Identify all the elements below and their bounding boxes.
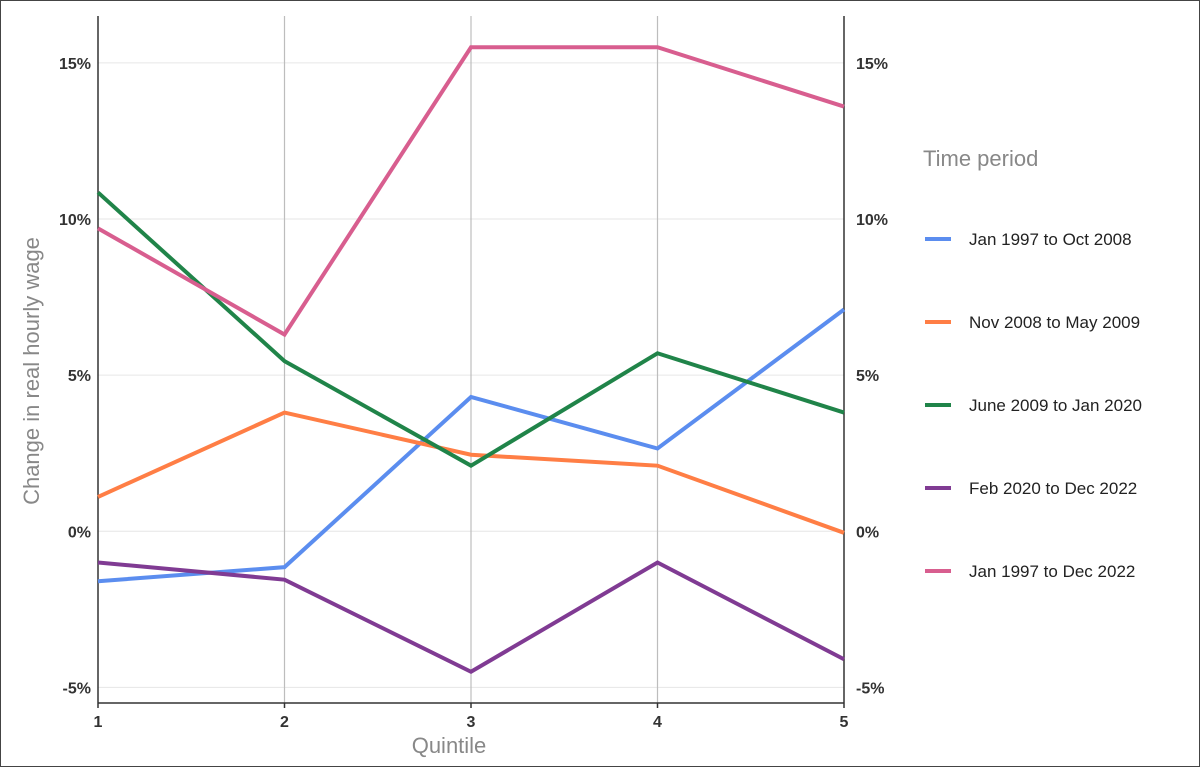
y-tick-label-left: 5% [68, 368, 91, 385]
legend-title: Time period [923, 146, 1038, 171]
y-axis-left-ticks: -5% 0% 5% 10% 15% [59, 56, 91, 698]
x-tick-label: 5 [840, 714, 849, 731]
x-tick-label: 2 [280, 714, 289, 731]
series-line-1 [97, 307, 846, 584]
y-tick-label-right: -5% [856, 680, 884, 697]
x-tick-label: 4 [653, 714, 662, 731]
y-tick-label-right: 0% [856, 524, 879, 541]
x-axis-title: Quintile [412, 733, 487, 758]
series-line-2 [97, 410, 845, 535]
legend-item-label: Jan 1997 to Oct 2008 [969, 230, 1132, 249]
y-tick-label-right: 5% [856, 368, 879, 385]
legend-item-label: Feb 2020 to Dec 2022 [969, 479, 1137, 498]
x-axis-ticks: 1 2 3 4 5 [94, 703, 849, 731]
legend-items: Jan 1997 to Oct 2008 Nov 2008 to May 2009… [925, 230, 1142, 581]
x-tick-label: 3 [467, 714, 476, 731]
legend-item-label: Jan 1997 to Dec 2022 [969, 562, 1135, 581]
series-line-5 [97, 45, 845, 338]
y-tick-label-left: 10% [59, 212, 91, 229]
vertical-gridlines [283, 16, 659, 703]
y-axis-right-ticks: -5% 0% 5% 10% 15% [856, 56, 888, 698]
y-axis-title: Change in real hourly wage [19, 237, 44, 505]
y-tick-label-left: 15% [59, 56, 91, 73]
series-line-4 [97, 560, 845, 675]
legend-item-label: Nov 2008 to May 2009 [969, 313, 1140, 332]
y-tick-label-right: 15% [856, 56, 888, 73]
x-tick-label: 1 [94, 714, 103, 731]
series-lines [96, 45, 846, 675]
y-tick-label-left: 0% [68, 524, 91, 541]
y-tick-label-left: -5% [63, 680, 91, 697]
series-line-3 [96, 190, 845, 468]
y-tick-label-right: 10% [856, 212, 888, 229]
legend-item-label: June 2009 to Jan 2020 [969, 396, 1142, 415]
legend: Time period Jan 1997 to Oct 2008 Nov 2008… [923, 146, 1142, 581]
